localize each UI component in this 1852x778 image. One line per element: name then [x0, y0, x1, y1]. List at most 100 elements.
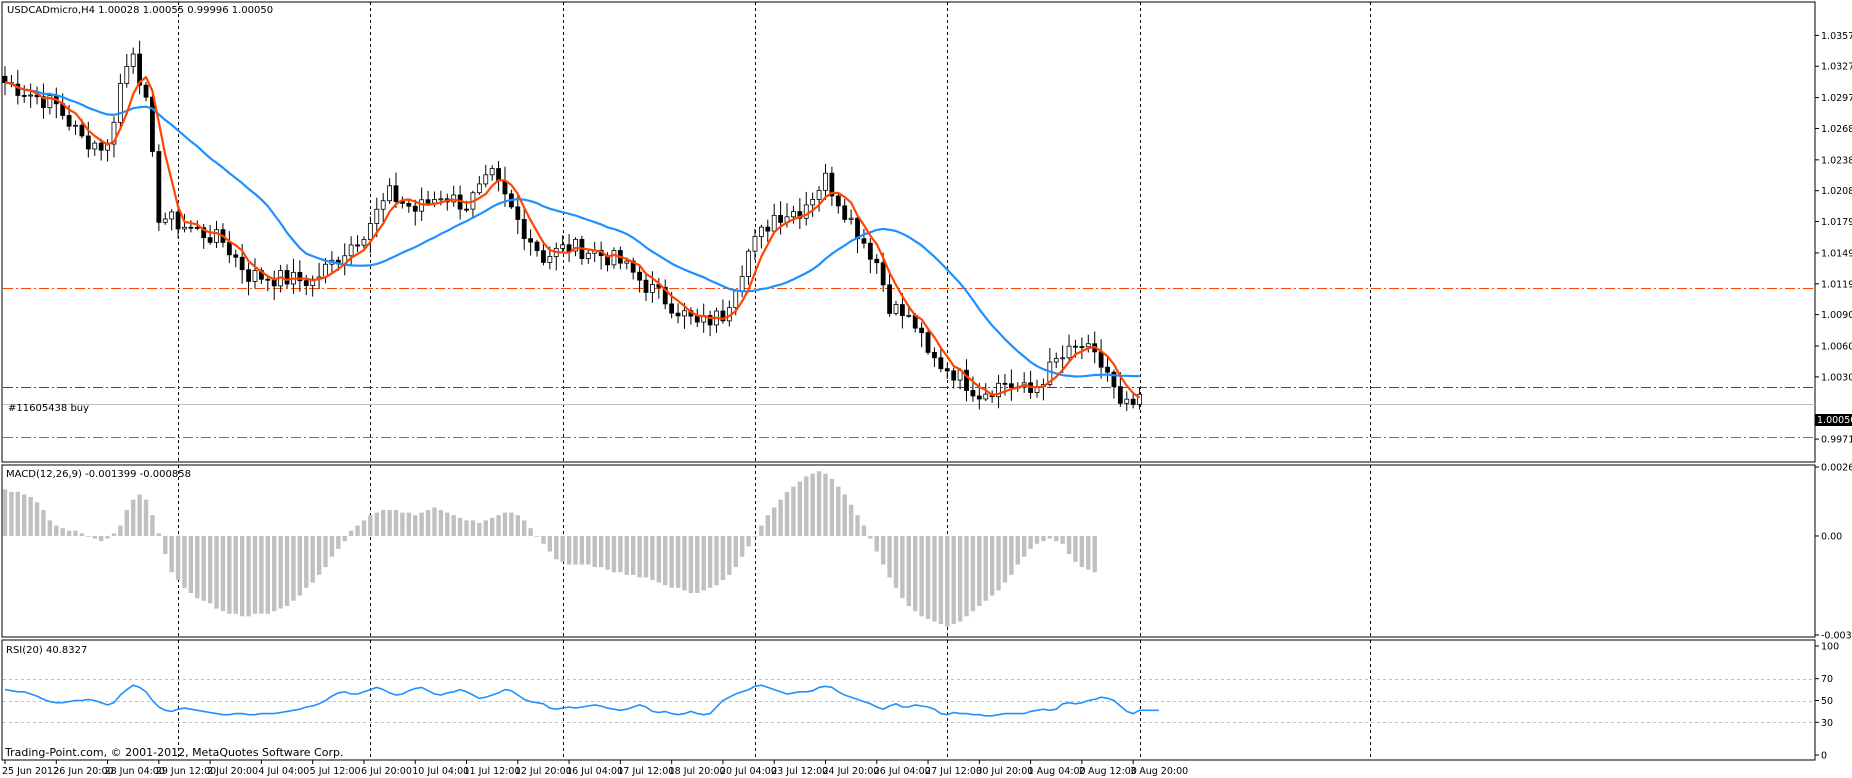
candle [893, 300, 899, 316]
macd-bar [759, 525, 764, 536]
bull-candle-body [771, 214, 777, 232]
current-price-label: 1.00050 [1817, 415, 1852, 426]
bear-candle-body [855, 217, 860, 240]
macd-bar [650, 535, 655, 581]
bear-candle-body [79, 124, 85, 137]
macd-bar [432, 507, 437, 536]
current-price-box [1815, 414, 1852, 426]
candle [996, 374, 1001, 409]
bull-candle-body [323, 263, 328, 278]
candle [515, 194, 521, 235]
macd-bar [34, 502, 40, 536]
x-tick-label: 20 Jul 04:00 [720, 766, 777, 777]
bear-candle-body [835, 195, 841, 207]
macd-bar [880, 535, 886, 565]
candle [117, 73, 123, 130]
bear-candle-body [1098, 351, 1104, 368]
bull-candle-body [996, 382, 1001, 398]
macd-bar [630, 535, 636, 575]
candle [534, 239, 540, 257]
macd-bar [778, 499, 783, 536]
macd-bar [560, 535, 565, 562]
bear-candle-body [515, 206, 521, 220]
candle [573, 237, 578, 257]
candle [752, 228, 758, 261]
macd-bar [323, 535, 328, 568]
y-tick-label: 30 [1821, 718, 1833, 729]
y-tick-label: 50 [1821, 696, 1833, 707]
macd-bar [848, 504, 854, 536]
macd-bar [925, 535, 931, 619]
macd-bar [182, 535, 187, 588]
candle [252, 258, 258, 289]
macd-bar [118, 525, 123, 536]
candle [130, 47, 136, 74]
bull-candle-body [906, 314, 912, 317]
bull-candle-body [451, 194, 457, 203]
candle [380, 192, 386, 223]
macd-bar [945, 535, 950, 627]
bear-candle-body [1111, 371, 1117, 388]
bear-candle-body [1073, 345, 1078, 348]
candle [47, 92, 53, 115]
bear-candle-body [694, 315, 700, 323]
bear-candle-body [842, 205, 848, 220]
macd-bar [522, 520, 527, 536]
candle [925, 330, 931, 355]
bull-candle-body [367, 223, 373, 240]
candle [1008, 369, 1014, 401]
bear-candle-body [521, 219, 527, 240]
candle [842, 199, 848, 223]
macd-bar [214, 535, 219, 609]
bull-candle-body [361, 239, 367, 246]
bull-candle-body [476, 183, 482, 194]
macd-bar [964, 535, 969, 617]
macd-bar [1034, 535, 1040, 544]
candle [835, 192, 841, 214]
macd-bar [54, 525, 59, 536]
bear-candle-body [98, 142, 104, 151]
bull-candle-body [547, 256, 553, 263]
bear-candle-body [143, 84, 149, 98]
candle [1066, 334, 1072, 363]
bull-candle-body [1053, 358, 1059, 363]
y-tick-label: 1.01195 [1821, 279, 1852, 290]
candle [297, 260, 303, 292]
candle [1085, 334, 1091, 353]
rsi-line [4, 684, 1159, 717]
moving-averages [4, 75, 1141, 399]
macd-bar [1041, 535, 1046, 542]
candle [143, 81, 149, 102]
candle [566, 234, 572, 263]
bear-candle-body [1117, 386, 1123, 404]
bear-candle-body [284, 270, 290, 285]
macd-bar [92, 535, 97, 539]
bear-candle-body [964, 369, 969, 391]
macd-bar [1079, 535, 1085, 568]
bull-candle-body [380, 200, 386, 210]
macd-bar [1002, 535, 1008, 583]
candle [406, 200, 412, 213]
macd-bar [566, 535, 572, 565]
macd-bar [227, 535, 232, 614]
candle [348, 236, 354, 265]
bull-candle-body [111, 121, 117, 145]
candle [175, 204, 181, 238]
macd-bar [592, 535, 597, 568]
macd-bar [220, 535, 226, 612]
y-tick-label: 0.00 [1821, 531, 1842, 542]
bear-candle-body [156, 151, 162, 223]
macd-bar [836, 486, 841, 536]
candle [387, 178, 393, 204]
candle [816, 186, 822, 212]
candle [265, 275, 271, 292]
bear-candle-body [66, 115, 72, 127]
rsi-panel[interactable] [1, 639, 1816, 761]
macd-bar [22, 494, 27, 536]
bull-candle-body [28, 94, 34, 97]
candle [746, 248, 751, 285]
candle [355, 235, 360, 253]
main-chart-panel[interactable] [1, 1, 1816, 463]
